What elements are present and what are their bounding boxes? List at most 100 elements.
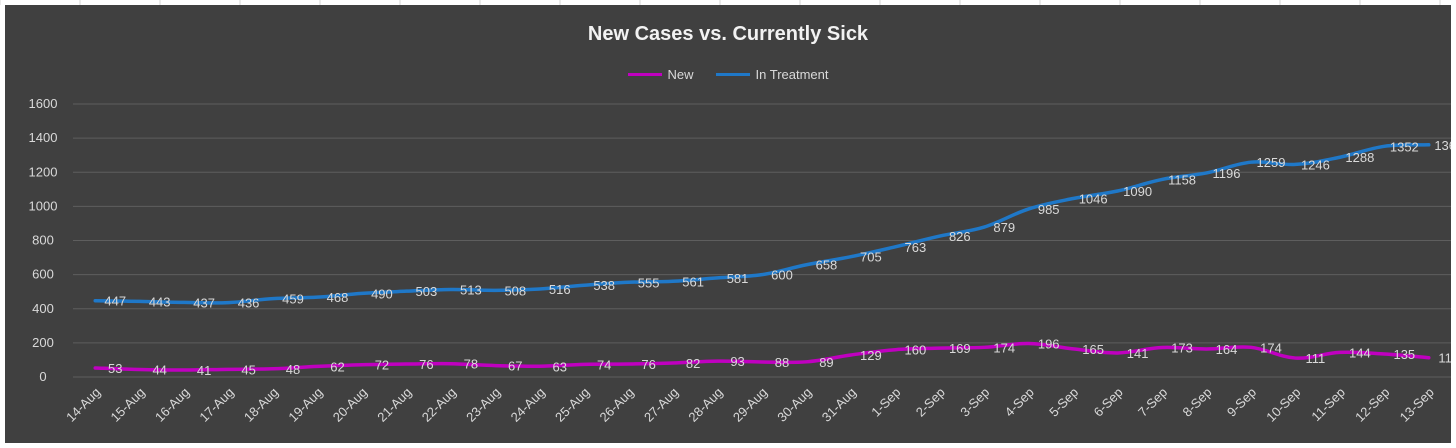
data-label-new: 76 — [419, 357, 433, 372]
data-label-new: 135 — [1393, 347, 1415, 362]
data-label-in-treatment: 538 — [593, 278, 615, 293]
x-tick-label: 25-Aug — [552, 385, 592, 425]
data-label-new: 63 — [553, 359, 567, 374]
data-label-in-treatment: 763 — [905, 240, 927, 255]
x-tick-label: 7-Sep — [1135, 385, 1170, 420]
data-label-new: 113 — [1438, 351, 1451, 366]
y-tick-label: 0 — [39, 369, 46, 384]
chart-area[interactable]: 0 200 400 600 800 1000 1200 1400 1600 14-Aug 15-Au… — [5, 5, 1451, 443]
data-label-in-treatment: 1090 — [1123, 184, 1152, 199]
data-label-new: 41 — [197, 363, 211, 378]
line-chart: 0 200 400 600 800 1000 1200 1400 1600 14-Aug 15-Au… — [29, 96, 1451, 425]
x-tick-label: 16-Aug — [152, 385, 192, 425]
data-label-in-treatment: 1259 — [1257, 155, 1286, 170]
chart-legend: New In Treatment — [5, 67, 1451, 82]
data-label-new: 174 — [1260, 340, 1282, 355]
x-tick-label: 29-Aug — [730, 385, 770, 425]
x-tick-label: 21-Aug — [374, 385, 414, 425]
data-label-new: 129 — [860, 348, 882, 363]
data-label-new: 44 — [152, 362, 166, 377]
x-tick-label: 2-Sep — [913, 385, 948, 420]
data-label-in-treatment: 985 — [1038, 202, 1060, 217]
y-tick-label: 600 — [32, 267, 54, 282]
y-tick-label: 800 — [32, 233, 54, 248]
data-label-in-treatment: 503 — [416, 284, 438, 299]
data-label-new: 62 — [330, 359, 344, 374]
legend-swatch-in-treatment — [715, 73, 750, 76]
data-label-in-treatment: 1352 — [1390, 139, 1419, 154]
data-label-new: 88 — [775, 355, 789, 370]
data-label-in-treatment: 555 — [638, 275, 660, 290]
x-tick-label: 12-Sep — [1352, 385, 1392, 425]
data-label-new: 89 — [819, 355, 833, 370]
x-tick-label: 11-Sep — [1308, 385, 1348, 425]
data-label-in-treatment: 436 — [238, 296, 260, 311]
x-tick-label: 6-Sep — [1091, 385, 1126, 420]
data-label-in-treatment: 581 — [727, 271, 749, 286]
data-label-in-treatment: 879 — [993, 220, 1015, 235]
data-label-new: 164 — [1216, 342, 1238, 357]
x-tick-label: 8-Sep — [1179, 385, 1214, 420]
data-label-new: 45 — [241, 362, 255, 377]
x-tick-label: 20-Aug — [330, 385, 370, 425]
chart-title: New Cases vs. Currently Sick — [587, 23, 869, 45]
data-label-in-treatment: 658 — [816, 258, 838, 273]
data-label-in-treatment: 1046 — [1079, 192, 1108, 207]
x-tick-label: 22-Aug — [419, 385, 459, 425]
data-label-new: 74 — [597, 357, 611, 372]
x-tick-label: 10-Sep — [1263, 385, 1303, 425]
data-label-in-treatment: 561 — [682, 274, 704, 289]
x-tick-label: 17-Aug — [196, 385, 236, 425]
data-label-new: 78 — [464, 357, 478, 372]
x-tick-label: 28-Aug — [685, 385, 725, 425]
x-tick-label: 15-Aug — [108, 385, 148, 425]
x-tick-label: 14-Aug — [63, 385, 103, 425]
y-tick-label: 1200 — [29, 164, 58, 179]
series-line-new — [93, 341, 1431, 372]
data-label-new: 160 — [905, 343, 927, 358]
y-tick-label: 200 — [32, 335, 54, 350]
data-label-new: 93 — [730, 354, 744, 369]
data-label-in-treatment: 1158 — [1168, 172, 1196, 187]
data-label-new: 196 — [1038, 337, 1060, 352]
data-label-in-treatment: 1196 — [1213, 166, 1241, 181]
data-label-new: 144 — [1349, 345, 1371, 360]
data-label-in-treatment: 447 — [104, 294, 126, 309]
data-label-new: 53 — [108, 361, 122, 376]
x-tick-label: 5-Sep — [1046, 385, 1081, 420]
data-label-in-treatment: 826 — [949, 229, 971, 244]
x-tick-label: 4-Sep — [1002, 385, 1037, 420]
x-tick-label: 19-Aug — [285, 385, 325, 425]
data-label-in-treatment: 508 — [504, 283, 526, 298]
data-label-new: 173 — [1171, 340, 1193, 355]
x-tick-label: 3-Sep — [957, 385, 992, 420]
x-tick-label: 27-Aug — [641, 385, 681, 425]
data-label-in-treatment: 516 — [549, 282, 571, 297]
data-label-in-treatment: 513 — [460, 282, 482, 297]
x-tick-label: 18-Aug — [241, 385, 281, 425]
data-label-new: 111 — [1306, 351, 1326, 366]
data-label-in-treatment: 443 — [149, 294, 171, 309]
data-label-new: 141 — [1127, 346, 1149, 361]
data-label-new: 48 — [286, 362, 300, 377]
legend-entry-new: New — [627, 67, 694, 82]
x-tick-label: 24-Aug — [508, 385, 548, 425]
data-label-new: 165 — [1082, 342, 1104, 357]
data-label-in-treatment: 490 — [371, 286, 393, 301]
x-tick-label: 26-Aug — [597, 385, 637, 425]
y-tick-label: 1000 — [29, 198, 58, 213]
data-label-new: 82 — [686, 356, 700, 371]
data-label-new: 174 — [993, 340, 1015, 355]
x-tick-label: 30-Aug — [774, 385, 814, 425]
data-label-in-treatment: 468 — [327, 290, 349, 305]
data-label-new: 169 — [949, 341, 971, 356]
y-tick-label: 1600 — [29, 96, 58, 111]
y-tick-label: 1400 — [29, 130, 58, 145]
y-tick-label: 400 — [32, 301, 54, 316]
legend-label-in-treatment: In Treatment — [755, 67, 829, 82]
x-tick-label: 1-Sep — [868, 385, 903, 420]
legend-entry-in-treatment: In Treatment — [715, 67, 829, 82]
x-tick-label: 9-Sep — [1224, 385, 1259, 420]
data-label-in-treatment: 600 — [771, 268, 793, 283]
x-tick-label: 31-Aug — [819, 385, 859, 425]
